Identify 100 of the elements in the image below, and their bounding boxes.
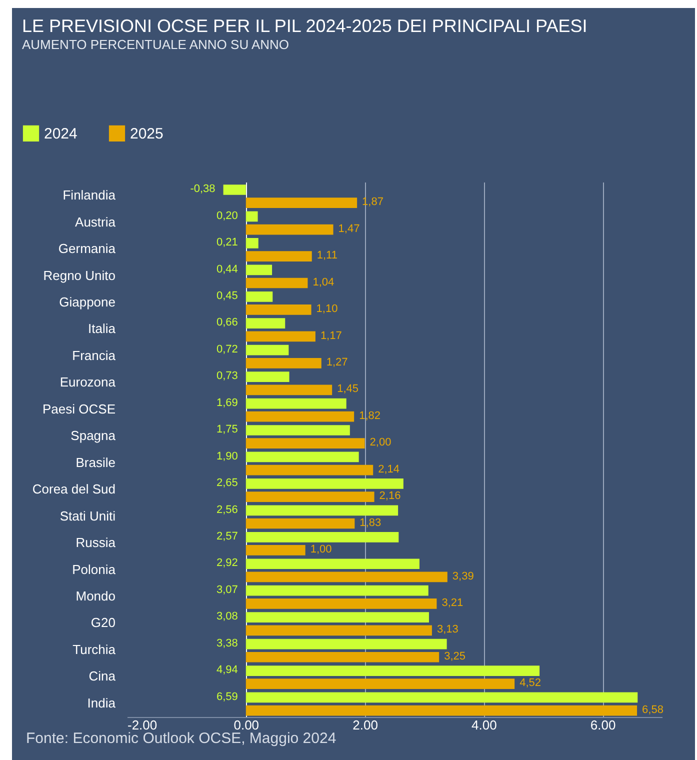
bar	[246, 612, 429, 622]
data-label: 2,56	[216, 504, 238, 516]
bar	[246, 518, 355, 529]
y-tick-label: Brasile	[76, 454, 116, 470]
data-label: -0,38	[190, 183, 216, 196]
bar	[246, 558, 420, 570]
data-label: 6,59	[216, 690, 238, 703]
bar	[246, 372, 290, 382]
legend-label: 2024	[44, 125, 78, 142]
bar	[246, 344, 289, 356]
bar	[246, 572, 448, 582]
data-label: 1,90	[216, 450, 238, 462]
bar	[246, 384, 332, 396]
y-tick-label: Giappone	[59, 294, 116, 310]
bar	[246, 331, 316, 342]
bar	[246, 666, 540, 676]
bar	[246, 705, 638, 716]
y-tick-label: Spagna	[70, 428, 116, 444]
bar	[246, 585, 428, 596]
data-label: 1,47	[338, 222, 360, 235]
x-tick-label: 2.00	[352, 718, 378, 732]
data-label: 1,75	[216, 424, 238, 436]
bar	[246, 211, 258, 222]
bar	[246, 532, 399, 542]
data-label: 2,57	[216, 530, 238, 542]
source-note: Fonte: Economic Outlook OCSE, Maggio 2024	[26, 730, 336, 747]
data-label: 1,17	[320, 330, 342, 342]
y-tick-label: Russia	[76, 535, 116, 550]
data-label: 0,72	[216, 343, 238, 356]
data-label: 1,82	[359, 410, 380, 422]
data-label: 0,66	[216, 316, 238, 329]
data-label: 2,00	[370, 436, 392, 449]
bar	[246, 198, 358, 208]
y-tick-label: Polonia	[72, 562, 116, 577]
y-tick-label: Eurozona	[60, 374, 116, 390]
data-label: 3,25	[444, 650, 466, 662]
data-label: 0,21	[216, 236, 238, 249]
bar	[246, 464, 374, 476]
y-tick-label: Finlandia	[62, 188, 116, 203]
bar	[246, 492, 374, 502]
bar	[246, 291, 273, 302]
data-label: 1,83	[360, 516, 382, 529]
bar	[246, 652, 440, 662]
x-tick-label: 6.00	[590, 718, 616, 732]
y-tick-label: Italia	[88, 321, 116, 336]
bar	[246, 411, 354, 422]
data-label: 3,21	[442, 597, 464, 610]
x-tick-label: -2.00	[128, 718, 158, 732]
data-label: 4,94	[216, 664, 238, 676]
bar	[246, 625, 432, 636]
bar	[246, 678, 515, 690]
y-tick-label: Cina	[88, 668, 116, 684]
data-label: 0,20	[216, 210, 238, 222]
data-label: 6,58	[642, 704, 664, 716]
bar	[246, 452, 359, 462]
data-label: 2,65	[216, 477, 238, 490]
bar	[223, 184, 246, 195]
y-tick-label: Mondo	[76, 588, 116, 604]
bar	[246, 304, 312, 315]
bar	[246, 251, 312, 262]
x-tick-label: 0.00	[234, 718, 260, 732]
data-label: 1,11	[316, 250, 338, 262]
y-tick-label: Austria	[75, 214, 116, 230]
legend-label: 2025	[130, 125, 164, 142]
data-label: 0,45	[216, 290, 238, 302]
bar	[246, 692, 638, 703]
data-label: 1,00	[310, 544, 332, 556]
y-tick-label: Stati Uniti	[60, 508, 116, 524]
data-label: 4,52	[520, 677, 541, 690]
chart-title: LE PREVISIONI OCSE PER IL PIL 2024-2025 DEI PRINCIPALI PAESI	[22, 16, 588, 36]
data-label: 3,38	[216, 637, 238, 650]
data-label: 1,10	[316, 303, 338, 316]
data-label: 2,92	[216, 557, 238, 570]
y-tick-label: Paesi OCSE	[42, 401, 116, 416]
bar	[246, 264, 272, 276]
bar	[246, 505, 398, 516]
y-tick-label: Regno Unito	[43, 268, 116, 283]
data-label: 3,39	[452, 570, 474, 582]
bar	[246, 438, 365, 449]
data-label: 1,04	[312, 276, 334, 288]
bar	[246, 358, 322, 368]
bar	[246, 224, 334, 235]
data-label: 1,69	[216, 396, 238, 409]
data-label: 3,13	[436, 624, 458, 636]
data-label: 0,44	[216, 263, 238, 276]
x-tick-label: 4.00	[472, 718, 497, 732]
data-label: 1,27	[326, 356, 348, 369]
data-label: 3,08	[216, 610, 238, 623]
y-tick-label: Francia	[72, 348, 116, 363]
bar	[246, 318, 286, 329]
data-label: 2,14	[378, 463, 400, 476]
data-label: 1,87	[362, 196, 384, 208]
y-tick-label: India	[87, 695, 116, 710]
bar	[246, 545, 306, 556]
bar	[246, 598, 437, 609]
y-tick-label: Germania	[58, 241, 116, 256]
bar	[246, 478, 404, 489]
bar	[246, 278, 308, 288]
bar	[246, 238, 258, 248]
data-label: 1,45	[337, 383, 359, 396]
